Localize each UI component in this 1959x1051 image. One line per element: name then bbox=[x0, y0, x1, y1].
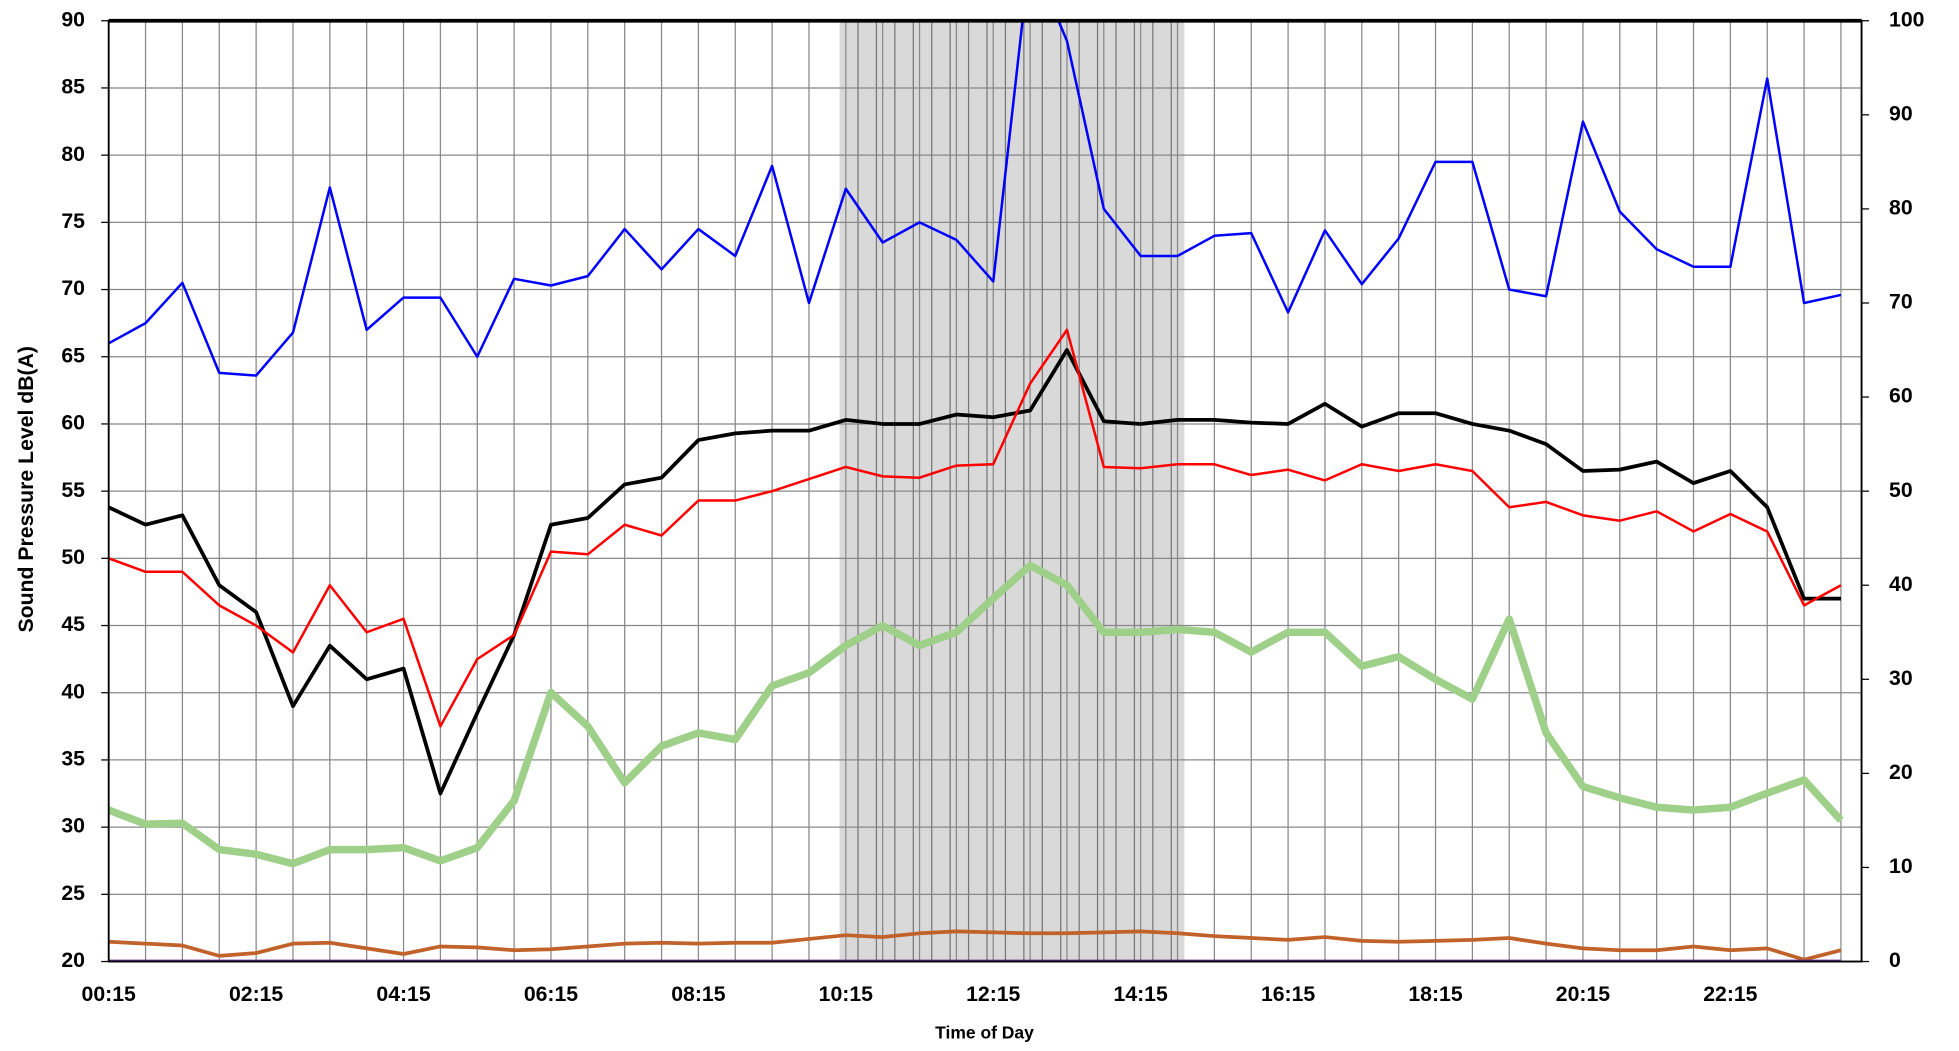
y-axis-label: Sound Pressure Level dB(A) bbox=[15, 346, 38, 633]
y-tick-label: 70 bbox=[61, 277, 85, 300]
y-tick-label: 45 bbox=[61, 613, 85, 636]
y-tick-label: 75 bbox=[61, 210, 85, 233]
y-tick-label: 35 bbox=[61, 748, 85, 771]
y2-tick-label: 30 bbox=[1889, 667, 1913, 690]
y-tick-label: 50 bbox=[61, 546, 85, 569]
x-tick-label: 22:15 bbox=[1703, 983, 1757, 1006]
y2-tick-label: 60 bbox=[1889, 385, 1913, 408]
x-tick-label: 06:15 bbox=[524, 983, 578, 1006]
y-tick-label: 55 bbox=[61, 479, 85, 502]
y-tick-label: 30 bbox=[61, 815, 85, 838]
y2-tick-label: 90 bbox=[1889, 102, 1913, 125]
x-tick-label: 02:15 bbox=[229, 983, 283, 1006]
x-tick-label: 16:15 bbox=[1261, 983, 1315, 1006]
x-tick-label: 04:15 bbox=[376, 983, 430, 1006]
y-tick-label: 20 bbox=[61, 949, 85, 972]
y-tick-label: 80 bbox=[61, 143, 85, 166]
x-tick-label: 10:15 bbox=[819, 983, 873, 1006]
y-tick-label: 65 bbox=[61, 344, 85, 367]
y2-tick-label: 100 bbox=[1889, 8, 1924, 31]
y2-tick-label: 80 bbox=[1889, 197, 1913, 220]
x-tick-label: 00:15 bbox=[82, 983, 136, 1006]
series-line bbox=[108, 328, 1842, 728]
y-tick-label: 90 bbox=[61, 8, 85, 31]
y2-tick-label: 10 bbox=[1889, 855, 1913, 878]
y2-tick-label: 0 bbox=[1889, 949, 1901, 972]
x-tick-label: 18:15 bbox=[1408, 983, 1462, 1006]
x-tick-label: 14:15 bbox=[1114, 983, 1168, 1006]
x-tick-label: 20:15 bbox=[1556, 983, 1610, 1006]
series-line bbox=[108, 929, 1842, 962]
y2-tick-label: 50 bbox=[1889, 479, 1913, 502]
y2-tick-label: 70 bbox=[1889, 291, 1913, 314]
plot-area bbox=[108, 20, 1844, 962]
x-axis-label: Time of Day bbox=[935, 1023, 1034, 1043]
y-tick-label: 25 bbox=[61, 882, 85, 905]
y2-tick-label: 20 bbox=[1889, 761, 1913, 784]
series-line bbox=[108, 348, 1841, 796]
y2-tick-label: 40 bbox=[1889, 573, 1913, 596]
y-tick-label: 85 bbox=[61, 76, 85, 99]
x-tick-label: 12:15 bbox=[966, 983, 1020, 1006]
series-line bbox=[108, 561, 1844, 868]
x-tick-label: 08:15 bbox=[671, 983, 725, 1006]
y-tick-label: 40 bbox=[61, 680, 85, 703]
series-line bbox=[108, 20, 1842, 377]
y-tick-label: 60 bbox=[61, 412, 85, 435]
